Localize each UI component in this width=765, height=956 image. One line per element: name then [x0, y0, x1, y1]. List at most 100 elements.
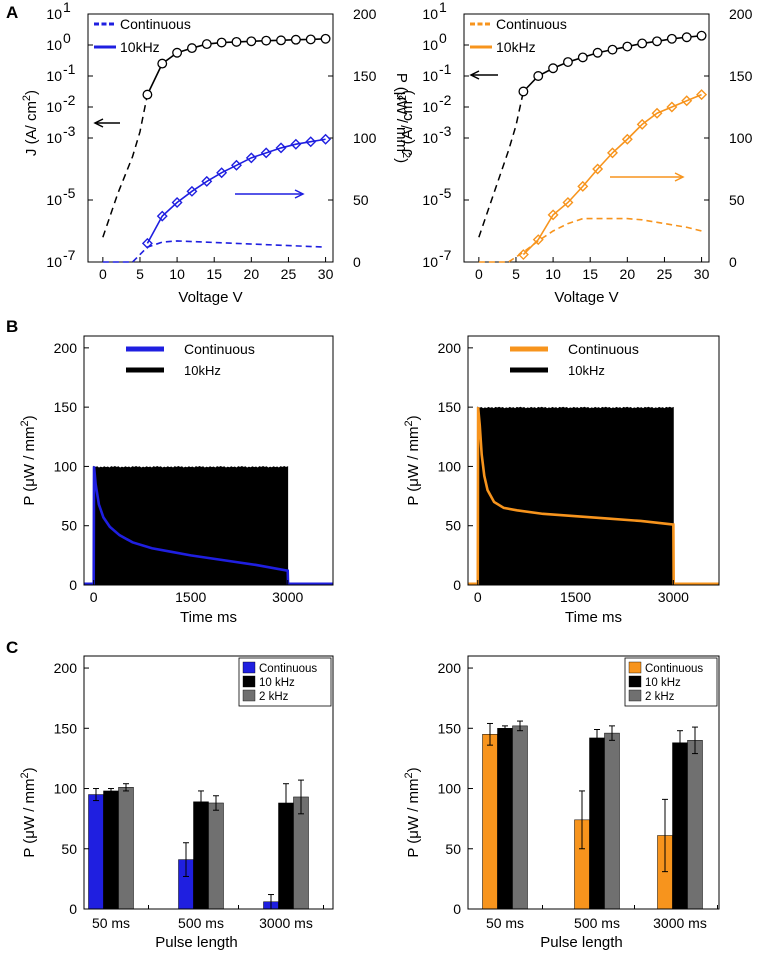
x-tick-label: 15 — [582, 266, 598, 282]
legend-label-continuous: Continuous — [568, 341, 639, 357]
y-tick-label: 100 — [438, 458, 462, 474]
x-tick-label: 0 — [475, 266, 483, 282]
y-tick-label: 0 — [69, 577, 77, 593]
j-marker — [305, 34, 316, 45]
y-axis-label-sup: 2 — [21, 95, 33, 101]
bar-2-0 — [512, 725, 528, 910]
y-tick-label: 0 — [453, 901, 461, 917]
j-marker — [548, 63, 559, 74]
y-tick-exponent: -2 — [63, 92, 76, 108]
y-tick-label: 10 — [46, 68, 62, 84]
y-tick-exponent: -1 — [439, 61, 452, 77]
y-tick-label: 10 — [422, 6, 438, 22]
p-continuous-line — [102, 240, 326, 263]
y-tick-exponent: -3 — [439, 123, 452, 139]
y-tick-exponent: 0 — [63, 30, 71, 46]
p-continuous-line — [478, 217, 702, 263]
y-axis-label-main: J (A/ cm — [399, 101, 416, 156]
y-axis-label-end: ) — [399, 90, 416, 95]
p-axis-arrow-head — [674, 172, 685, 182]
x-tick-label: 50 ms — [92, 915, 130, 931]
y-tick-label: 50 — [61, 841, 77, 857]
j-marker — [157, 58, 168, 69]
legend-label-continuous: Continuous — [120, 16, 191, 32]
panel-letter-a: A — [6, 3, 18, 22]
p-10khz-line — [522, 93, 702, 256]
legend-swatch-0 — [242, 661, 256, 674]
pulse-train-10khz — [93, 465, 289, 586]
y-axis-label: J (A/ cm2) — [397, 90, 416, 156]
plot-frame — [83, 335, 334, 586]
j-marker — [186, 43, 197, 54]
y-axis-label-main: P (μW / mm — [21, 426, 38, 505]
legend-label-0: Continuous — [645, 663, 703, 675]
y2-axis-label-end: ) — [393, 158, 410, 163]
y-tick-label: 10 — [422, 99, 438, 115]
y-tick-exponent: -1 — [63, 61, 76, 77]
y-tick-label: 50 — [61, 518, 77, 534]
p-10khz-marker — [592, 163, 604, 175]
x-axis-label: Time ms — [565, 609, 622, 626]
x-tick-label: 15 — [206, 266, 222, 282]
y-tick-label: 50 — [445, 841, 461, 857]
y-tick-label: 0 — [69, 901, 77, 917]
x-tick-label: 3000 ms — [653, 915, 707, 931]
continuous-trace — [84, 466, 333, 586]
x-axis-label: Voltage V — [554, 289, 618, 306]
chart-c-left: 50 ms 500 ms 3000 ms Pulse length 0 50 100 150 2… — [19, 655, 334, 951]
y2-axis-label: P (μW / mm2) — [393, 73, 412, 163]
y-tick-label: 200 — [438, 660, 462, 676]
legend-swatch-1 — [628, 675, 642, 688]
x-tick-label: 50 ms — [486, 915, 524, 931]
y-tick-label: 100 — [438, 781, 462, 797]
plot-frame — [467, 655, 720, 910]
j-axis-arrow-head — [469, 70, 480, 80]
y-tick-label: 150 — [438, 720, 462, 736]
plot-frame — [83, 655, 334, 910]
p-10khz-marker — [245, 152, 257, 164]
legend-label-continuous: Continuous — [496, 16, 567, 32]
plot-frame — [467, 335, 720, 586]
y-axis-label-text: P (μW / mm2) — [403, 767, 422, 857]
y-tick-label: 10 — [46, 6, 62, 22]
y-axis-label-main: P (μW / mm — [405, 778, 422, 857]
p-10khz-marker — [681, 95, 693, 107]
y2-tick-label: 150 — [729, 68, 753, 84]
p-10khz-marker — [216, 167, 228, 179]
y-tick-exponent: -7 — [63, 247, 76, 263]
x-tick-label: 500 ms — [178, 915, 224, 931]
y-tick-label: 10 — [46, 192, 62, 208]
j-marker — [320, 33, 331, 44]
x-tick-label: 20 — [620, 266, 636, 282]
bar-2-1 — [604, 732, 620, 910]
y-tick-label: 150 — [438, 399, 462, 415]
chart-b-left: 0 1500 3000 Time ms 0 50 100 150 200 P (μW / mm2)… — [19, 335, 334, 626]
x-tick-label: 30 — [694, 266, 710, 282]
p-10khz-marker — [201, 175, 213, 187]
y-tick-label: 10 — [422, 68, 438, 84]
y-axis-label: P (μW / mm2) — [403, 415, 422, 505]
y2-tick-label: 200 — [729, 6, 753, 22]
j-marker — [666, 33, 677, 44]
panel-letter-c: C — [6, 638, 18, 657]
j-dashed-line — [102, 94, 149, 238]
j-marker — [533, 71, 544, 81]
p-10khz-marker — [636, 118, 648, 130]
y2-tick-label: 0 — [353, 254, 361, 270]
y-tick-label: 200 — [54, 340, 78, 356]
legend-label-0: Continuous — [259, 663, 317, 675]
y-tick-exponent: -5 — [63, 185, 76, 201]
x-tick-label: 3000 — [272, 589, 303, 605]
p-10khz-marker — [171, 196, 183, 208]
x-tick-label: 0 — [90, 589, 98, 605]
x-axis-label: Voltage V — [178, 289, 242, 306]
p-10khz-marker — [275, 142, 287, 154]
x-tick-label: 10 — [545, 266, 561, 282]
legend-label-10khz: 10kHz — [184, 363, 221, 378]
x-tick-label: 500 ms — [574, 915, 620, 931]
legend-label-10khz: 10kHz — [496, 39, 536, 55]
p-10khz-marker — [606, 147, 618, 159]
